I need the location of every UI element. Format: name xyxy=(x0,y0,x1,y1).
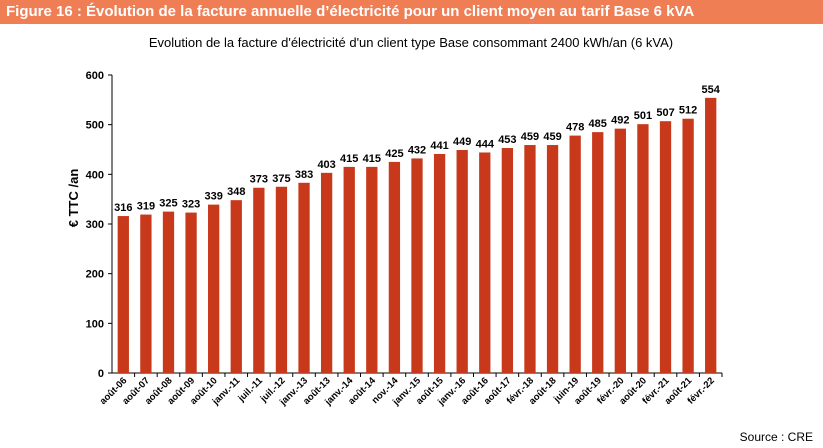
bars xyxy=(117,97,717,373)
y-tick-label: 500 xyxy=(86,120,104,132)
data-label: 425 xyxy=(385,148,403,160)
data-label: 449 xyxy=(453,136,471,148)
data-label: 485 xyxy=(589,118,607,130)
bar xyxy=(433,153,446,373)
data-label: 325 xyxy=(159,198,177,210)
y-tick-label: 100 xyxy=(86,318,104,330)
bar-chart: Evolution de la facture d'électricité d'… xyxy=(66,35,723,409)
bar xyxy=(162,211,175,373)
data-label: 492 xyxy=(611,115,629,127)
y-tick-label: 0 xyxy=(98,368,104,380)
data-label: 512 xyxy=(679,105,697,117)
chart-title: Evolution de la facture d'électricité d'… xyxy=(149,35,673,50)
bar xyxy=(456,149,468,373)
data-label: 373 xyxy=(250,174,268,186)
bar xyxy=(411,158,423,373)
bar xyxy=(524,145,536,373)
data-label: 316 xyxy=(114,202,132,214)
x-axis xyxy=(112,372,723,377)
bar xyxy=(230,200,242,373)
bar xyxy=(298,182,310,373)
source-note: Source : CRE xyxy=(739,430,813,444)
bar xyxy=(208,204,220,373)
data-label: 383 xyxy=(295,169,313,181)
bar xyxy=(705,97,717,373)
data-label: 323 xyxy=(182,199,200,211)
data-label: 453 xyxy=(498,134,516,146)
bar xyxy=(479,152,491,373)
data-label: 403 xyxy=(317,159,335,171)
data-label: 459 xyxy=(543,131,561,143)
data-labels: 316 319 325 323 339 348 373 375 383 403 415 415 425 4… xyxy=(114,84,721,214)
bar xyxy=(592,132,604,373)
data-label: 444 xyxy=(476,138,495,150)
x-tick-labels: août-06août-07août-08août-09août-10janv.… xyxy=(98,375,717,409)
bar xyxy=(501,148,514,373)
bar xyxy=(388,161,401,373)
bar xyxy=(659,121,672,373)
bar xyxy=(117,216,129,373)
data-label: 441 xyxy=(430,140,448,152)
bar xyxy=(366,166,378,373)
bar xyxy=(546,145,559,373)
data-label: 375 xyxy=(272,173,290,185)
y-axis: 0 100 200 300 400 500 600 xyxy=(86,70,113,380)
data-label: 432 xyxy=(408,144,426,156)
bar xyxy=(140,214,152,373)
figure-title: Figure 16 : Évolution de la facture annu… xyxy=(0,0,823,24)
data-label: 415 xyxy=(363,153,381,165)
data-label: 554 xyxy=(702,84,721,96)
data-label: 339 xyxy=(204,191,222,203)
bar xyxy=(343,166,355,373)
data-label: 459 xyxy=(521,131,539,143)
y-axis-label: € TTC /an xyxy=(66,169,81,228)
data-label: 348 xyxy=(227,186,245,198)
y-tick-label: 600 xyxy=(86,70,104,82)
data-label: 319 xyxy=(137,201,155,213)
y-tick-label: 200 xyxy=(86,269,104,281)
bar xyxy=(275,186,288,373)
y-tick-label: 300 xyxy=(86,219,104,231)
y-tick-label: 400 xyxy=(86,169,104,181)
bar xyxy=(320,172,333,373)
bar xyxy=(614,128,626,373)
bar xyxy=(637,124,649,373)
data-label: 507 xyxy=(656,107,674,119)
data-label: 501 xyxy=(634,110,652,122)
bar xyxy=(185,212,197,373)
bar xyxy=(253,187,265,373)
data-label: 415 xyxy=(340,153,358,165)
bar xyxy=(569,135,581,373)
bar xyxy=(682,118,694,373)
data-label: 478 xyxy=(566,122,584,134)
